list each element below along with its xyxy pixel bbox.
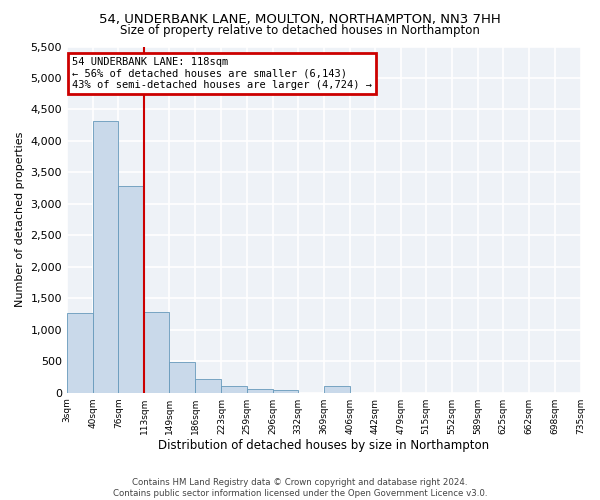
Bar <box>93 121 118 392</box>
Bar <box>144 312 169 392</box>
Bar <box>221 386 247 392</box>
Y-axis label: Number of detached properties: Number of detached properties <box>15 132 25 308</box>
Bar <box>196 379 221 392</box>
Text: Contains HM Land Registry data © Crown copyright and database right 2024.
Contai: Contains HM Land Registry data © Crown c… <box>113 478 487 498</box>
Bar <box>272 390 298 392</box>
Text: 54, UNDERBANK LANE, MOULTON, NORTHAMPTON, NN3 7HH: 54, UNDERBANK LANE, MOULTON, NORTHAMPTON… <box>99 12 501 26</box>
Bar <box>118 186 144 392</box>
X-axis label: Distribution of detached houses by size in Northampton: Distribution of detached houses by size … <box>158 440 490 452</box>
Bar <box>169 362 196 392</box>
Bar <box>247 388 272 392</box>
Bar <box>67 313 93 392</box>
Bar <box>324 386 350 392</box>
Text: Size of property relative to detached houses in Northampton: Size of property relative to detached ho… <box>120 24 480 37</box>
Text: 54 UNDERBANK LANE: 118sqm
← 56% of detached houses are smaller (6,143)
43% of se: 54 UNDERBANK LANE: 118sqm ← 56% of detac… <box>72 57 372 90</box>
